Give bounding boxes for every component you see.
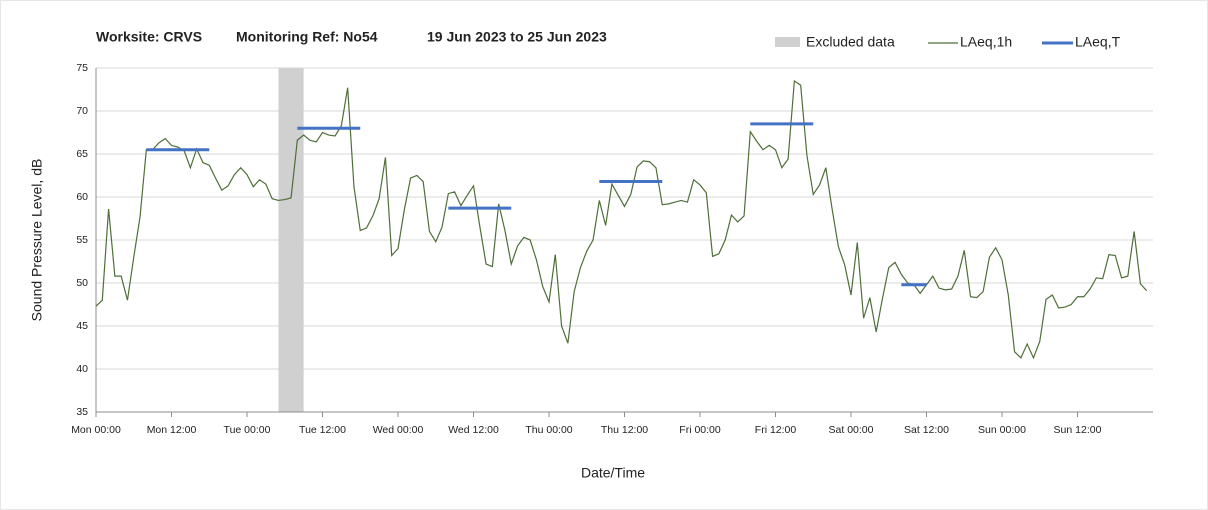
x-tick-label: Mon 00:00 bbox=[71, 424, 121, 436]
x-tick-label: Fri 00:00 bbox=[679, 424, 721, 436]
chart-title: Monitoring Ref: No54 bbox=[236, 29, 378, 45]
x-tick-label: Mon 12:00 bbox=[147, 424, 197, 436]
x-tick-label: Fri 12:00 bbox=[755, 424, 797, 436]
y-tick-label: 35 bbox=[76, 406, 88, 418]
y-tick-label: 55 bbox=[76, 234, 88, 246]
legend-swatch bbox=[775, 37, 800, 47]
chart-title: Worksite: CRVS bbox=[96, 29, 202, 45]
x-tick-label: Wed 00:00 bbox=[373, 424, 424, 436]
x-axis-label: Date/Time bbox=[581, 465, 645, 481]
y-tick-label: 45 bbox=[76, 320, 88, 332]
x-tick-label: Sun 00:00 bbox=[978, 424, 1026, 436]
y-axis-label: Sound Pressure Level, dB bbox=[29, 159, 45, 322]
y-tick-label: 65 bbox=[76, 148, 88, 160]
y-tick-label: 40 bbox=[76, 363, 88, 375]
legend-label: Excluded data bbox=[806, 34, 895, 50]
x-tick-label: Sat 00:00 bbox=[829, 424, 874, 436]
y-tick-label: 60 bbox=[76, 191, 88, 203]
y-tick-label: 70 bbox=[76, 105, 88, 117]
x-tick-label: Tue 00:00 bbox=[224, 424, 271, 436]
x-tick-label: Wed 12:00 bbox=[448, 424, 499, 436]
y-tick-label: 75 bbox=[76, 62, 88, 74]
line-series bbox=[95, 79, 1148, 360]
chart-title: 19 Jun 2023 to 25 Jun 2023 bbox=[427, 29, 607, 45]
x-tick-label: Sun 12:00 bbox=[1054, 424, 1102, 436]
legend-label: LAeq,1h bbox=[960, 34, 1012, 50]
x-tick-label: Sat 12:00 bbox=[904, 424, 949, 436]
legend-label: LAeq,T bbox=[1075, 34, 1121, 50]
x-tick-label: Tue 12:00 bbox=[299, 424, 346, 436]
excluded-band bbox=[278, 68, 304, 412]
x-tick-label: Thu 00:00 bbox=[525, 424, 572, 436]
y-tick-label: 50 bbox=[76, 277, 88, 289]
x-tick-label: Thu 12:00 bbox=[601, 424, 648, 436]
